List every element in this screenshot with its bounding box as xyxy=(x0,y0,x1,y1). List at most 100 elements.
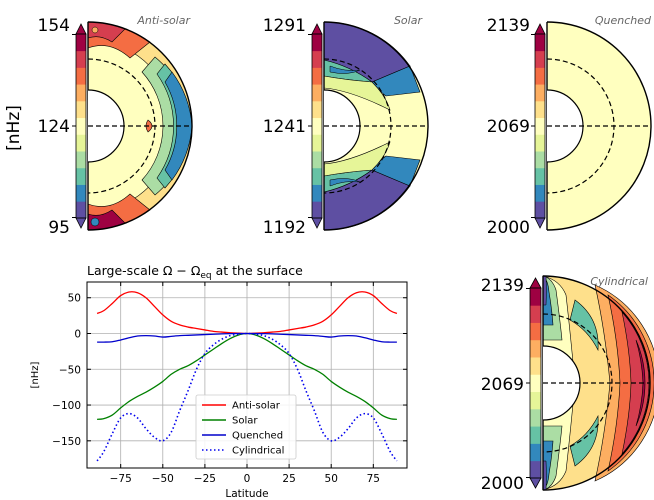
x-axis-label: Latitude xyxy=(225,488,268,500)
colorbar-segment xyxy=(312,67,322,85)
cbar-tick-bot-solar: 1192 xyxy=(263,218,306,238)
colorbar-arrow-min xyxy=(75,217,87,229)
cbar-tick-mid-quenched: 2069 xyxy=(487,117,530,137)
colorbar-arrow-min xyxy=(311,217,323,229)
panel-title-anti-solar: Anti-solar xyxy=(136,14,191,27)
colorbar-arrow-max xyxy=(75,23,87,35)
colorbar-segment xyxy=(530,288,541,306)
y-tick-label: −150 xyxy=(52,436,81,448)
colorbar-segment xyxy=(535,50,545,68)
y-tick-label: 50 xyxy=(68,293,81,305)
colorbar-segment xyxy=(535,151,545,169)
colorbar-segment xyxy=(530,357,541,375)
colorbar-arrow-max xyxy=(534,23,546,35)
colorbar-segment xyxy=(76,134,86,152)
x-tick-label: −25 xyxy=(194,473,216,485)
panel-quenched: 2139 2069 2000 Quenched xyxy=(487,14,652,238)
panel-anti-solar: 154 124 95 [nHz] Anti-solar xyxy=(4,14,193,238)
colorbar-segment xyxy=(312,184,322,202)
cbar-tick-top-solar: 1291 xyxy=(263,16,306,36)
cbar-tick-top-quenched: 2139 xyxy=(487,16,530,36)
x-tick-label: 50 xyxy=(325,473,338,485)
meridional-map-quenched xyxy=(546,21,652,231)
panel-title-cylindrical: Cylindrical xyxy=(590,275,648,288)
colorbar-arrow-max xyxy=(311,23,323,35)
colorbar-arrow-min xyxy=(529,477,542,489)
colorbar-segment xyxy=(76,100,86,119)
x-tick-label: 25 xyxy=(282,473,295,485)
colorbar-segment xyxy=(76,167,86,185)
legend-frame xyxy=(195,394,297,460)
panel-cylindrical: 2139 2069 2000 Cylindrical xyxy=(481,275,654,494)
colorbar-segment xyxy=(76,50,86,68)
colorbar-segment xyxy=(76,67,86,85)
chart-legend: Anti-solar Solar Quenched Cylindrical xyxy=(195,394,297,460)
colorbar-segment xyxy=(312,117,322,135)
colorbar-segment xyxy=(76,84,86,102)
panel-title-quenched: Quenched xyxy=(595,14,652,27)
x-tick-label: −75 xyxy=(110,473,132,485)
colorbar-solar xyxy=(308,23,323,229)
colorbar-segment xyxy=(76,151,86,169)
colorbar-segment xyxy=(530,322,541,341)
colorbar-segment xyxy=(535,34,545,52)
colorbar-segment xyxy=(76,117,86,135)
colorbar-segment xyxy=(530,374,541,393)
colorbar-segment xyxy=(535,100,545,119)
colorbar-quenched xyxy=(531,23,546,229)
colorbar-arrow-max xyxy=(529,277,542,289)
x-axis: −75 −50 −25 0 25 50 75 xyxy=(110,282,380,485)
y-tick-label: −50 xyxy=(59,364,81,376)
colorbar-segment xyxy=(312,134,322,152)
colorbar-segment xyxy=(312,50,322,68)
colorbar-segment xyxy=(535,184,545,202)
colorbar-arrow-min xyxy=(534,217,546,229)
cbar-tick-bot-anti-solar: 95 xyxy=(48,218,70,238)
meridional-map-cylindrical xyxy=(542,275,654,491)
chart-title-sub: eq xyxy=(200,271,211,281)
series-line-quenched xyxy=(97,332,397,343)
cbar-tick-bot-quenched: 2000 xyxy=(487,218,530,238)
colorbar-segment xyxy=(530,460,541,479)
colorbar-unit-label: [nHz] xyxy=(4,105,24,151)
colorbar-segment xyxy=(535,167,545,185)
colorbar-segment xyxy=(530,408,541,427)
colorbar-segment xyxy=(535,134,545,152)
y-axis-label: [nHz] xyxy=(30,361,41,388)
legend-label: Quenched xyxy=(232,431,283,442)
line-chart: Large-scale Ω − Ωeq at the surface −75 −5… xyxy=(30,263,408,500)
colorbar-segment xyxy=(530,305,541,323)
panel-solar: 1291 1241 1192 Solar xyxy=(263,14,429,238)
colorbar-segment xyxy=(312,167,322,185)
legend-label: Cylindrical xyxy=(232,446,284,457)
chart-title-tail: at the surface xyxy=(212,263,304,278)
cbar-tick-top-anti-solar: 154 xyxy=(38,16,70,36)
colorbar-segment xyxy=(76,184,86,202)
colorbar-segment xyxy=(535,117,545,135)
colorbar-segment xyxy=(312,34,322,52)
cbar-tick-bot-cylindrical: 2000 xyxy=(481,474,524,494)
colorbar-segment xyxy=(76,34,86,52)
colorbar-segment xyxy=(530,443,541,462)
colorbar-anti-solar xyxy=(72,23,87,229)
cbar-tick-mid-solar: 1241 xyxy=(263,117,306,137)
meridional-map-solar xyxy=(323,21,429,231)
colorbar-segment xyxy=(312,84,322,102)
chart-series xyxy=(96,291,398,462)
colorbar-segment xyxy=(312,151,322,169)
colorbar-cylindrical xyxy=(526,277,542,489)
x-tick-label: −50 xyxy=(152,473,174,485)
cbar-tick-mid-cylindrical: 2069 xyxy=(481,375,524,395)
colorbar-segment xyxy=(530,339,541,358)
cbar-tick-mid-anti-solar: 124 xyxy=(38,117,70,137)
panel-title-solar: Solar xyxy=(394,14,424,27)
y-axis: 50 0 −50 −100 −150 xyxy=(52,293,407,448)
legend-label: Anti-solar xyxy=(232,401,281,412)
y-tick-label: −100 xyxy=(52,400,81,412)
colorbar-segment xyxy=(530,391,541,410)
chart-title: Large-scale Ω − Ωeq at the surface xyxy=(87,263,303,281)
colorbar-segment xyxy=(530,426,541,444)
legend-label: Solar xyxy=(232,416,258,427)
meridional-map-anti-solar xyxy=(87,21,193,231)
